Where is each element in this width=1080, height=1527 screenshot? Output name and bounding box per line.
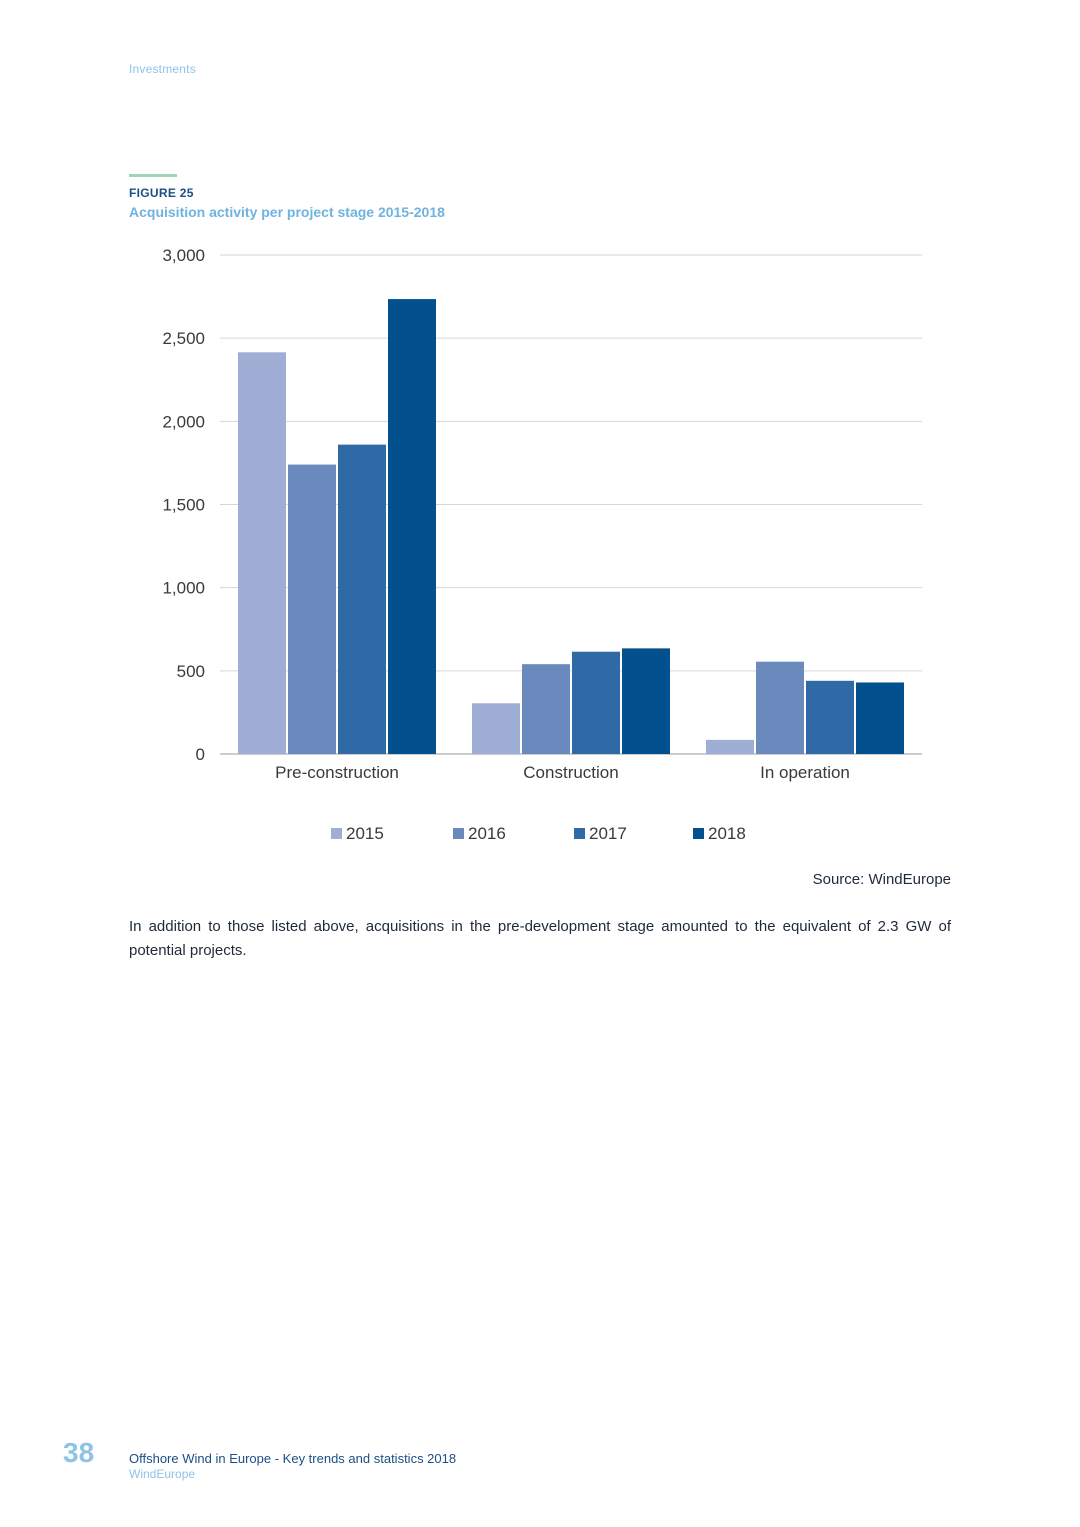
x-tick-label: In operation	[760, 763, 850, 782]
page-number: 38	[63, 1437, 94, 1469]
legend-label: 2016	[468, 824, 506, 843]
legend-swatch	[693, 828, 704, 839]
figure-source: Source: WindEurope	[813, 871, 951, 888]
y-tick-label: 2,500	[162, 329, 205, 348]
legend-label: 2018	[708, 824, 746, 843]
body-paragraph: In addition to those listed above, acqui…	[129, 915, 951, 963]
footer-organization: WindEurope	[129, 1467, 195, 1481]
y-tick-label: 1,000	[162, 579, 205, 598]
bar-in-operation-2017	[806, 681, 854, 754]
x-tick-label: Pre-construction	[275, 763, 399, 782]
x-tick-label: Construction	[523, 763, 618, 782]
footer-publication-title: Offshore Wind in Europe - Key trends and…	[129, 1451, 456, 1466]
y-tick-label: 1,500	[162, 496, 205, 515]
legend-swatch	[331, 828, 342, 839]
x-axis-ticks: Pre-construction Construction In operation	[275, 763, 850, 782]
bar-in-operation-2018	[856, 682, 904, 754]
bar-construction-2015	[472, 703, 520, 754]
bar-construction-2016	[522, 664, 570, 754]
legend-label: 2017	[589, 824, 627, 843]
bar-pre-construction-2015	[238, 352, 286, 754]
bar-pre-construction-2016	[288, 465, 336, 754]
bar-in-operation-2016	[756, 662, 804, 754]
y-axis-ticks: 0 500 1,000 1,500 2,000 2,500 3,000	[162, 246, 205, 764]
y-tick-label: 2,000	[162, 412, 205, 431]
chart-legend: 2015 2016 2017 2018	[331, 824, 746, 843]
y-tick-label: 0	[196, 745, 205, 764]
y-tick-label: 3,000	[162, 246, 205, 265]
legend-label: 2015	[346, 824, 384, 843]
bar-pre-construction-2018	[388, 299, 436, 754]
bar-chart: 0 500 1,000 1,500 2,000 2,500 3,000 Pre-constr…	[0, 0, 1080, 870]
bar-construction-2018	[622, 648, 670, 754]
y-tick-label: 500	[177, 662, 205, 681]
bar-pre-construction-2017	[338, 445, 386, 754]
bar-in-operation-2015	[706, 740, 754, 754]
bar-construction-2017	[572, 652, 620, 754]
chart-bars	[238, 299, 904, 754]
legend-swatch	[453, 828, 464, 839]
legend-swatch	[574, 828, 585, 839]
